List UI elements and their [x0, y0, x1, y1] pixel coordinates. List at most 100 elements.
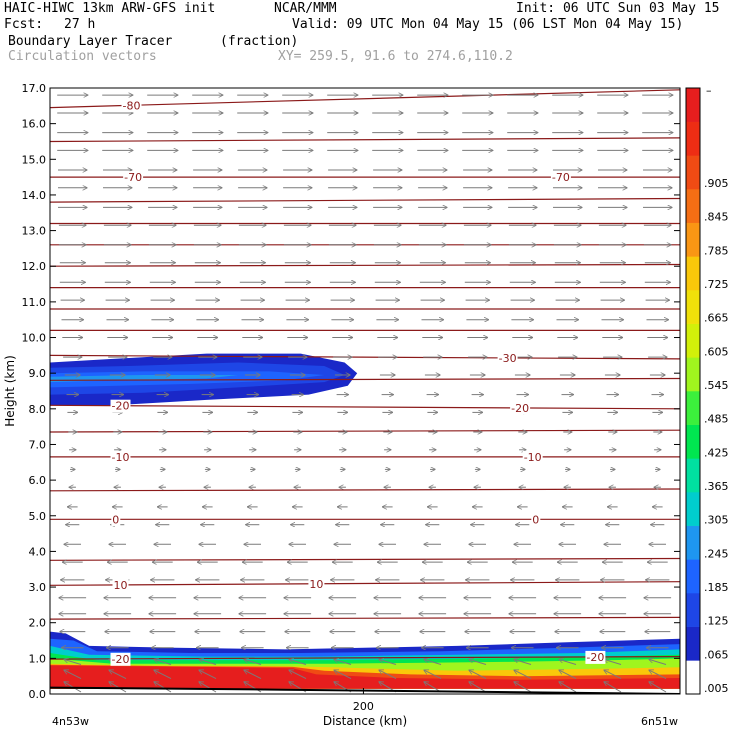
colorbar-swatch	[686, 323, 700, 358]
colorbar-label: .005	[704, 682, 729, 695]
contour-label: 10	[309, 578, 323, 591]
circulation-vectors	[57, 95, 673, 693]
colorbar-swatch	[686, 88, 700, 122]
colorbar-swatch	[686, 189, 700, 223]
contour-label: -20	[112, 653, 130, 666]
y-tick-label: 8.0	[29, 403, 47, 416]
circulation-vector	[109, 670, 127, 680]
contour-label: -20	[586, 651, 604, 664]
colorbar-swatch	[686, 290, 700, 324]
circulation-vector	[559, 670, 577, 680]
valid-time: Valid: 09 UTC Mon 04 May 15 (06 LST Mon …	[292, 17, 684, 32]
colorbar-swatch	[686, 525, 700, 560]
circulation-vector	[469, 659, 487, 665]
init-time: Init: 06 UTC Sun 03 May 15	[516, 1, 720, 16]
contour-label: 0	[532, 513, 539, 526]
colorbar-label: .065	[704, 648, 729, 661]
y-tick-label: 17.0	[22, 82, 47, 95]
contour-label: -70	[552, 171, 570, 184]
temperature-contour-9	[50, 557, 680, 561]
contour-label-bg	[110, 399, 131, 413]
terrain-line	[50, 686, 680, 694]
circulation-vector	[199, 659, 217, 665]
axes: 0.0 1.0 2.0 3.0 4.0 5.0 6.0 7.0 8.0 9.0 10.0 11.0 12…	[22, 82, 680, 713]
circulation-vector	[424, 682, 442, 693]
colorbar-label: .605	[704, 345, 729, 358]
circulation-vector	[649, 670, 667, 680]
colorbar-label: .185	[704, 581, 729, 594]
circulation-vector	[379, 659, 397, 665]
model-title: HAIC-HIWC 13km ARW-GFS init	[4, 1, 216, 16]
y-tick-label: 14.0	[22, 189, 47, 202]
contour-label: -30	[499, 352, 517, 365]
temperature-contour-11	[50, 429, 680, 433]
temperature-contours	[50, 89, 680, 660]
plot-frame	[49, 87, 681, 695]
y-tick-label: 16.0	[22, 118, 47, 131]
colorbar-swatch	[686, 121, 700, 156]
colorbar-label: .785	[704, 244, 729, 257]
y-tick-label: 12.0	[22, 260, 47, 273]
org-label: NCAR/MMM	[274, 1, 337, 16]
y-tick-label: 6.0	[29, 474, 47, 487]
contour-label-bg	[585, 650, 606, 664]
contour-label-bg	[550, 171, 571, 185]
colorbar-label: .545	[704, 379, 729, 392]
vector-field-name: Circulation vectors	[8, 49, 157, 64]
colorbar-label: .425	[704, 446, 729, 459]
temperature-contour-4	[50, 404, 680, 410]
colorbar-frame	[685, 87, 701, 695]
colorbar-swatch	[686, 626, 700, 661]
circulation-vector	[199, 682, 217, 693]
colorbar-label: .245	[704, 547, 729, 560]
circulation-vector	[334, 659, 352, 665]
contour-labels: 10 10 -80 -70 -70 -30 -20 -20 -10 -10 0 0 -20 -20	[110, 99, 606, 666]
circulation-vector	[559, 682, 577, 693]
circulation-vector	[514, 659, 532, 665]
circulation-vector	[334, 670, 352, 680]
temperature-contour-20	[50, 137, 680, 143]
contour-label-bg	[111, 513, 121, 527]
circulation-vector	[604, 670, 622, 680]
colorbar-swatch	[686, 458, 700, 493]
circulation-vector	[559, 659, 577, 665]
temperature-contour-10	[50, 488, 680, 492]
colorbar-top-label: –	[706, 84, 712, 97]
contour-label-bg	[510, 401, 531, 415]
contour-label-bg	[308, 577, 325, 591]
colorbar-swatch	[686, 222, 700, 257]
y-tick-label: 1.0	[29, 652, 47, 665]
temperature-contour-1	[50, 89, 680, 109]
colorbar-swatch	[686, 593, 700, 627]
cross-section-endpoints: XY= 259.5, 91.6 to 274.6,110.2	[278, 49, 513, 64]
circulation-vector	[379, 670, 397, 680]
colorbar-swatch	[686, 391, 700, 425]
y-tick-label: 5.0	[29, 510, 47, 523]
colorbar-swatch	[686, 559, 700, 594]
circulation-vector	[424, 659, 442, 665]
contour-label: -10	[524, 451, 542, 464]
colorbar-swatch	[686, 357, 700, 392]
x-axis-title: Distance (km)	[323, 714, 407, 728]
contour-label-bg	[110, 652, 131, 666]
colorbar-label: .905	[704, 177, 729, 190]
circulation-vector	[649, 659, 667, 665]
contour-label-bg	[110, 450, 131, 464]
colorbar: .005 .065 .125 .185 .245 .305 .365 .425 .485 .545…	[685, 84, 729, 695]
contour-label-bg	[112, 578, 129, 592]
circulation-vector	[289, 670, 307, 680]
y-tick-label: 2.0	[29, 617, 47, 630]
y-tick-label: 15.0	[22, 153, 47, 166]
circulation-vector	[199, 670, 217, 680]
tracer-region-11	[50, 665, 680, 689]
x-end-location: 6n51w	[641, 715, 678, 728]
forecast-label: Fcst:	[4, 17, 44, 32]
circulation-vector	[424, 670, 442, 680]
colorbar-swatch	[686, 256, 700, 291]
circulation-vector	[64, 670, 82, 680]
contour-label: -20	[511, 402, 529, 415]
field-units: (fraction)	[220, 34, 299, 49]
colorbar-label: .845	[704, 211, 729, 224]
circulation-vector	[289, 659, 307, 665]
contour-label-bg	[123, 171, 144, 185]
